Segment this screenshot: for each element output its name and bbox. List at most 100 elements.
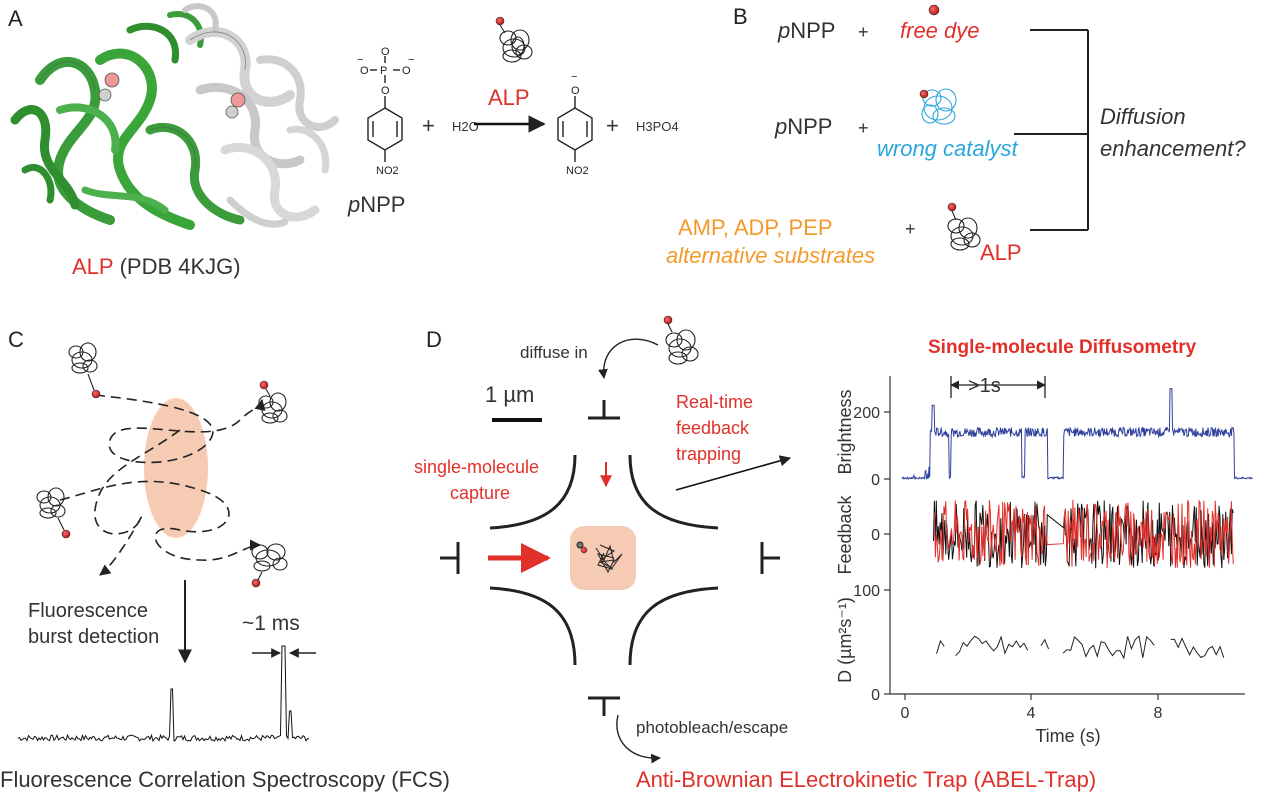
- panel-b-row2: pNPP + wrong catalyst: [774, 88, 1019, 161]
- molecule-icons-c: [36, 342, 288, 588]
- panel-a-caption: ALP (PDB 4KJG): [72, 254, 241, 279]
- plus-sign-a2: +: [606, 113, 619, 138]
- pnpp-o-right: O: [402, 65, 411, 77]
- b-row2-plus: +: [858, 118, 869, 138]
- wrong-catalyst-label: wrong catalyst: [877, 136, 1019, 161]
- detection-line2: burst detection: [28, 626, 159, 648]
- panel-label-b: B: [733, 4, 748, 29]
- focal-volume-ellipse: [144, 398, 208, 538]
- b-row2-pnpp: pNPP: [774, 114, 833, 139]
- feedback-line1: Real-time: [676, 392, 753, 412]
- wrong-catalyst-icon: [919, 88, 957, 125]
- xtick-0: 0: [901, 705, 910, 722]
- fcs-title: Fluorescence Correlation Spectroscopy (F…: [0, 767, 450, 792]
- question-line2: enhancement?: [1100, 136, 1246, 161]
- diffuse-in-label: diffuse in: [520, 343, 588, 362]
- abel-trap-title: Anti-Brownian ELectrokinetic Trap (ABEL-…: [636, 767, 1096, 792]
- y-label-feedback: Feedback: [835, 494, 855, 574]
- trap-electrodes: [440, 400, 780, 716]
- phosphoric-acid-label: H3PO4: [636, 119, 679, 134]
- pnpp-o-bridge: O: [381, 85, 390, 97]
- panel-b-row1: pNPP + free dye: [777, 4, 980, 43]
- diffuse-in-arrow: [598, 338, 659, 379]
- trace-d-segment: [955, 635, 1029, 656]
- b-row1-pnpp-rest: NPP: [790, 18, 835, 43]
- feedback-line3: trapping: [676, 444, 741, 464]
- incoming-molecule: [663, 315, 699, 365]
- water-label: H2O: [452, 119, 479, 134]
- capture-line2: capture: [450, 483, 510, 503]
- panel-b-row3: AMP, ADP, PEP + alternative substrates A…: [666, 202, 1022, 268]
- trace-feedback-red: [933, 499, 1234, 569]
- chart-axes: [884, 376, 1245, 700]
- free-dye-icon: [928, 4, 940, 16]
- x-axis-label: Time (s): [1035, 726, 1100, 746]
- alp-enzyme-icon: [495, 16, 533, 63]
- pnpp-label-rest: NPP: [360, 192, 405, 217]
- photobleach-label: photobleach/escape: [636, 718, 788, 737]
- pnpp-label: pNPP: [347, 192, 406, 217]
- b-row1-pnpp: pNPP: [777, 18, 836, 43]
- bracket: [1014, 29, 1089, 231]
- pdb-caption-label: (PDB 4KJG): [120, 254, 241, 279]
- alp-icon-b: [947, 202, 981, 251]
- product-nitro: NO2: [566, 165, 589, 177]
- trace-d: [936, 635, 1225, 660]
- product-minus: −: [571, 71, 577, 83]
- ytick-d-100: 100: [853, 583, 880, 600]
- plus-sign-a1: +: [422, 113, 435, 138]
- b-row3-plus: +: [905, 219, 916, 239]
- pnpp-structure: [367, 56, 403, 162]
- y-label-d: D (µm²s⁻¹): [835, 597, 855, 683]
- diffusometry-chart: Single-molecule Diffusometry 200 0 0 100…: [835, 337, 1253, 746]
- pnpp-atoms: O P O O O − − NO2: [357, 46, 414, 177]
- panel-label-d: D: [426, 327, 442, 352]
- alp-catalyst-label: ALP: [488, 85, 530, 110]
- pnpp-o-left: O: [360, 65, 369, 77]
- pnpp-minus-left: −: [357, 54, 363, 66]
- question-line1: Diffusion: [1100, 104, 1186, 129]
- ytick-brightness-0: 0: [871, 472, 880, 489]
- chart-title: Single-molecule Diffusometry: [928, 337, 1197, 358]
- ytick-feedback-0: 0: [871, 527, 880, 544]
- b-row1-plus: +: [858, 22, 869, 42]
- panel-label-c: C: [8, 327, 24, 352]
- panel-label-a: A: [8, 6, 23, 31]
- b-row2-pnpp-rest: NPP: [787, 114, 832, 139]
- trapped-molecule: [576, 541, 623, 574]
- pnpp-nitro: NO2: [376, 165, 399, 177]
- feedback-arrow: [675, 455, 792, 491]
- alp-caption-label: ALP: [72, 254, 114, 279]
- b-row2-pnpp-italic: p: [774, 114, 787, 139]
- diffusion-paths: [59, 394, 266, 576]
- trace-d-segment: [1040, 638, 1050, 650]
- alt-substrate-list: AMP, ADP, PEP: [678, 215, 833, 240]
- ytick-brightness-200: 200: [853, 405, 880, 422]
- trace-d-segment: [936, 639, 945, 654]
- alt-substrate-label: alternative substrates: [666, 243, 875, 268]
- detection-line1: Fluorescence: [28, 600, 148, 622]
- ytick-d-0: 0: [871, 687, 880, 704]
- trace-d-segment: [1062, 635, 1155, 660]
- scale-bar-label: 1 µm: [485, 382, 534, 407]
- escape-arrow: [616, 714, 661, 764]
- protein-structure-illustration: [10, 3, 339, 230]
- trace-d-segment: [1170, 637, 1225, 659]
- b-row1-pnpp-italic: p: [777, 18, 790, 43]
- y-label-brightness: Brightness: [835, 389, 855, 474]
- burst-width-label: ~1 ms: [242, 612, 300, 635]
- pnpp-o-top: O: [381, 46, 390, 58]
- fcs-burst-trace: [17, 645, 310, 743]
- nitrophenolate-structure: [557, 96, 593, 162]
- free-dye-label: free dye: [900, 18, 980, 43]
- xtick-4: 4: [1027, 705, 1036, 722]
- feedback-line2: feedback: [676, 418, 750, 438]
- pnpp-p-atom: P: [380, 65, 387, 77]
- capture-line1: single-molecule: [414, 457, 539, 477]
- product-o: O: [571, 85, 580, 97]
- pnpp-label-italic: p: [347, 192, 360, 217]
- xtick-8: 8: [1154, 705, 1163, 722]
- pnpp-minus-right: −: [408, 54, 414, 66]
- b-alp-label: ALP: [980, 240, 1022, 265]
